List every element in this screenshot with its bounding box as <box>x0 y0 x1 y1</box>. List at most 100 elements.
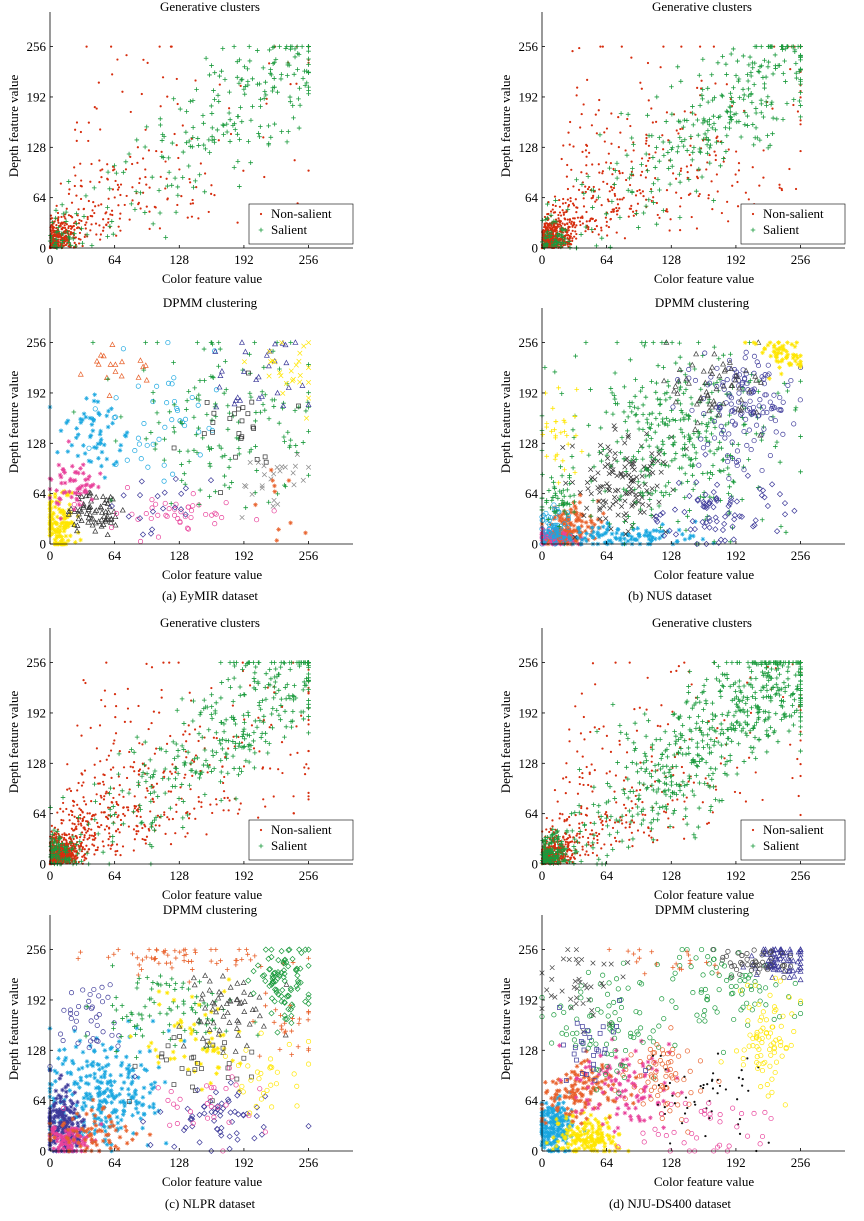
cluster-1-point <box>75 528 80 532</box>
cluster-2-point <box>57 496 62 501</box>
point-non-salient <box>717 190 719 192</box>
cluster-8-point <box>721 362 726 366</box>
point-non-salient <box>650 107 652 109</box>
cluster-7-point <box>286 430 291 435</box>
point-non-salient <box>617 203 619 205</box>
point-non-salient <box>108 838 110 840</box>
point-salient <box>586 174 591 179</box>
cluster-5-point <box>645 417 650 422</box>
cluster-5-point <box>649 422 654 427</box>
cluster-7-point <box>187 459 192 464</box>
cluster-5-point <box>640 457 645 462</box>
cluster-4-point <box>611 502 616 507</box>
cluster-4-point <box>608 506 613 511</box>
point-non-salient <box>160 105 162 107</box>
point-salient <box>675 65 680 70</box>
cluster-5-point <box>746 457 751 462</box>
point-non-salient <box>79 232 81 234</box>
cluster-6-point <box>706 442 710 446</box>
cluster-7-point <box>151 390 156 395</box>
point-salient <box>279 129 284 134</box>
point-salient <box>173 176 178 181</box>
point-non-salient <box>119 194 121 196</box>
point-non-salient <box>714 82 716 84</box>
cluster-5-point <box>736 442 741 447</box>
point-non-salient <box>738 169 740 171</box>
cluster-6-point <box>186 527 190 531</box>
cluster-7-point <box>169 501 174 506</box>
point-non-salient <box>98 181 100 183</box>
cluster-7-point <box>216 364 221 369</box>
point-salient <box>668 158 673 163</box>
cluster-2-point <box>87 474 92 479</box>
point-non-salient <box>111 214 113 216</box>
point-non-salient <box>176 144 178 146</box>
cluster-4-point <box>110 342 115 346</box>
point-salient <box>181 150 186 155</box>
point-non-salient <box>569 121 571 123</box>
point-non-salient <box>155 206 157 208</box>
point-salient <box>743 122 748 127</box>
cluster-4-point <box>622 513 627 518</box>
cluster-7-point <box>144 437 149 442</box>
cluster-7-point <box>222 474 227 479</box>
cluster-5-point <box>716 356 721 361</box>
cluster-3-point <box>76 432 81 437</box>
point-non-salient <box>696 87 698 89</box>
cluster-11-point <box>547 488 552 493</box>
cluster-1-point <box>101 494 106 498</box>
point-non-salient <box>575 224 577 226</box>
point-non-salient <box>713 46 715 48</box>
point-salient <box>689 134 694 139</box>
point-non-salient <box>119 213 121 215</box>
cluster-9-point <box>791 356 796 361</box>
cluster-5-point <box>682 435 687 440</box>
point-salient <box>239 78 244 83</box>
cluster-3-point <box>105 457 110 462</box>
point-non-salient <box>141 93 143 95</box>
cluster-6-point <box>743 417 747 421</box>
point-non-salient <box>575 198 577 200</box>
point-non-salient <box>130 721 132 723</box>
point-non-salient <box>579 220 581 222</box>
cluster-10-point <box>553 457 558 462</box>
point-non-salient <box>585 149 587 151</box>
point-non-salient <box>75 195 77 197</box>
point-non-salient <box>579 224 581 226</box>
cluster-7-point <box>186 449 191 454</box>
point-salient <box>138 190 143 195</box>
point-non-salient <box>238 808 240 810</box>
point-salient <box>739 135 744 140</box>
point-non-salient <box>565 210 567 212</box>
cluster-7-point <box>254 468 259 473</box>
point-salient <box>701 57 706 62</box>
point-non-salient <box>210 687 212 689</box>
cluster-9-point <box>784 349 789 354</box>
cluster-5-point <box>618 450 623 455</box>
point-non-salient <box>218 139 220 141</box>
cluster-6-point <box>727 432 731 436</box>
cluster-6-point <box>735 449 739 453</box>
cluster-4-point <box>563 481 568 486</box>
point-salient <box>759 44 764 49</box>
cluster-1-point <box>578 493 583 498</box>
point-non-salient <box>645 176 647 178</box>
cluster-4-point <box>144 378 149 382</box>
point-non-salient <box>120 183 122 185</box>
cluster-1-point <box>105 532 110 536</box>
point-non-salient <box>240 802 242 804</box>
cluster-2-point <box>84 490 89 495</box>
point-salient <box>163 235 168 240</box>
cluster-12-point <box>148 531 153 536</box>
cluster-6-point <box>219 515 223 519</box>
point-non-salient <box>174 832 176 834</box>
point-salient <box>711 114 716 119</box>
point-non-salient <box>669 218 671 220</box>
point-salient <box>720 94 725 99</box>
point-non-salient <box>112 742 114 744</box>
cluster-2-point <box>618 536 623 541</box>
point-non-salient <box>117 204 119 206</box>
point-non-salient <box>76 121 78 123</box>
point-salient <box>298 103 303 108</box>
point-salient <box>678 135 683 140</box>
